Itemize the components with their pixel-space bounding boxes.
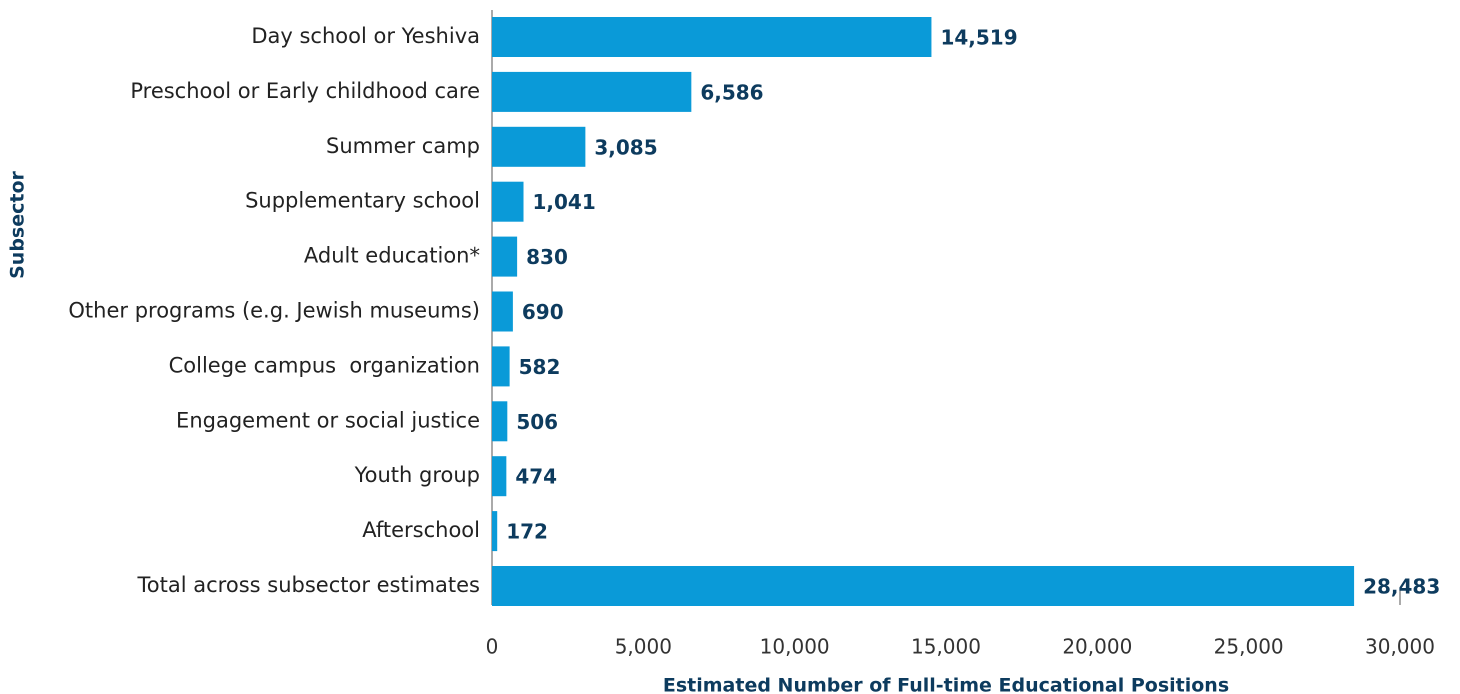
y-tick-label: Total across subsector estimates [137,573,480,597]
bar [492,236,518,277]
x-tick-label: 10,000 [760,635,830,659]
y-tick-label: Afterschool [362,518,480,542]
y-tick-label: Youth group [354,463,480,487]
value-label: 3,085 [594,135,657,159]
y-tick-label: Other programs (e.g. Jewish museums) [68,299,480,323]
x-tick-label: 5,000 [615,635,672,659]
x-tick-label: 30,000 [1365,635,1435,659]
bar [492,71,692,112]
value-label: 474 [515,465,557,489]
value-label: 506 [516,410,558,434]
y-tick-label: Supplementary school [245,189,480,213]
y-tick-label: Adult education* [304,244,480,268]
y-tick-label: Engagement or social justice [176,408,480,432]
y-axis-title: Subsector [7,170,29,278]
x-tick-label: 15,000 [911,635,981,659]
x-tick-label: 25,000 [1214,635,1284,659]
x-tick-label: 20,000 [1062,635,1132,659]
value-label: 690 [522,300,564,324]
bar [492,17,932,57]
y-tick-label: College campus organization [169,353,480,377]
bar [492,456,507,497]
bar [492,291,513,332]
bar [492,181,524,222]
bar [492,401,508,442]
value-label: 28,483 [1363,575,1440,599]
value-label: 6,586 [700,80,763,104]
x-tick-label: 0 [486,635,499,659]
y-tick-label: Summer camp [326,134,480,158]
bar [492,566,1355,606]
y-tick-label: Preschool or Early childhood care [130,79,480,103]
y-tick-label: Day school or Yeshiva [251,24,480,48]
value-label: 1,041 [533,190,596,214]
value-label: 582 [519,355,561,379]
bar [492,126,586,167]
value-label: 172 [506,520,548,544]
x-axis-title: Estimated Number of Full-time Educationa… [663,675,1229,694]
value-label: 14,519 [940,26,1017,50]
bar [492,346,510,387]
value-label: 830 [526,245,568,269]
bar [492,511,498,552]
